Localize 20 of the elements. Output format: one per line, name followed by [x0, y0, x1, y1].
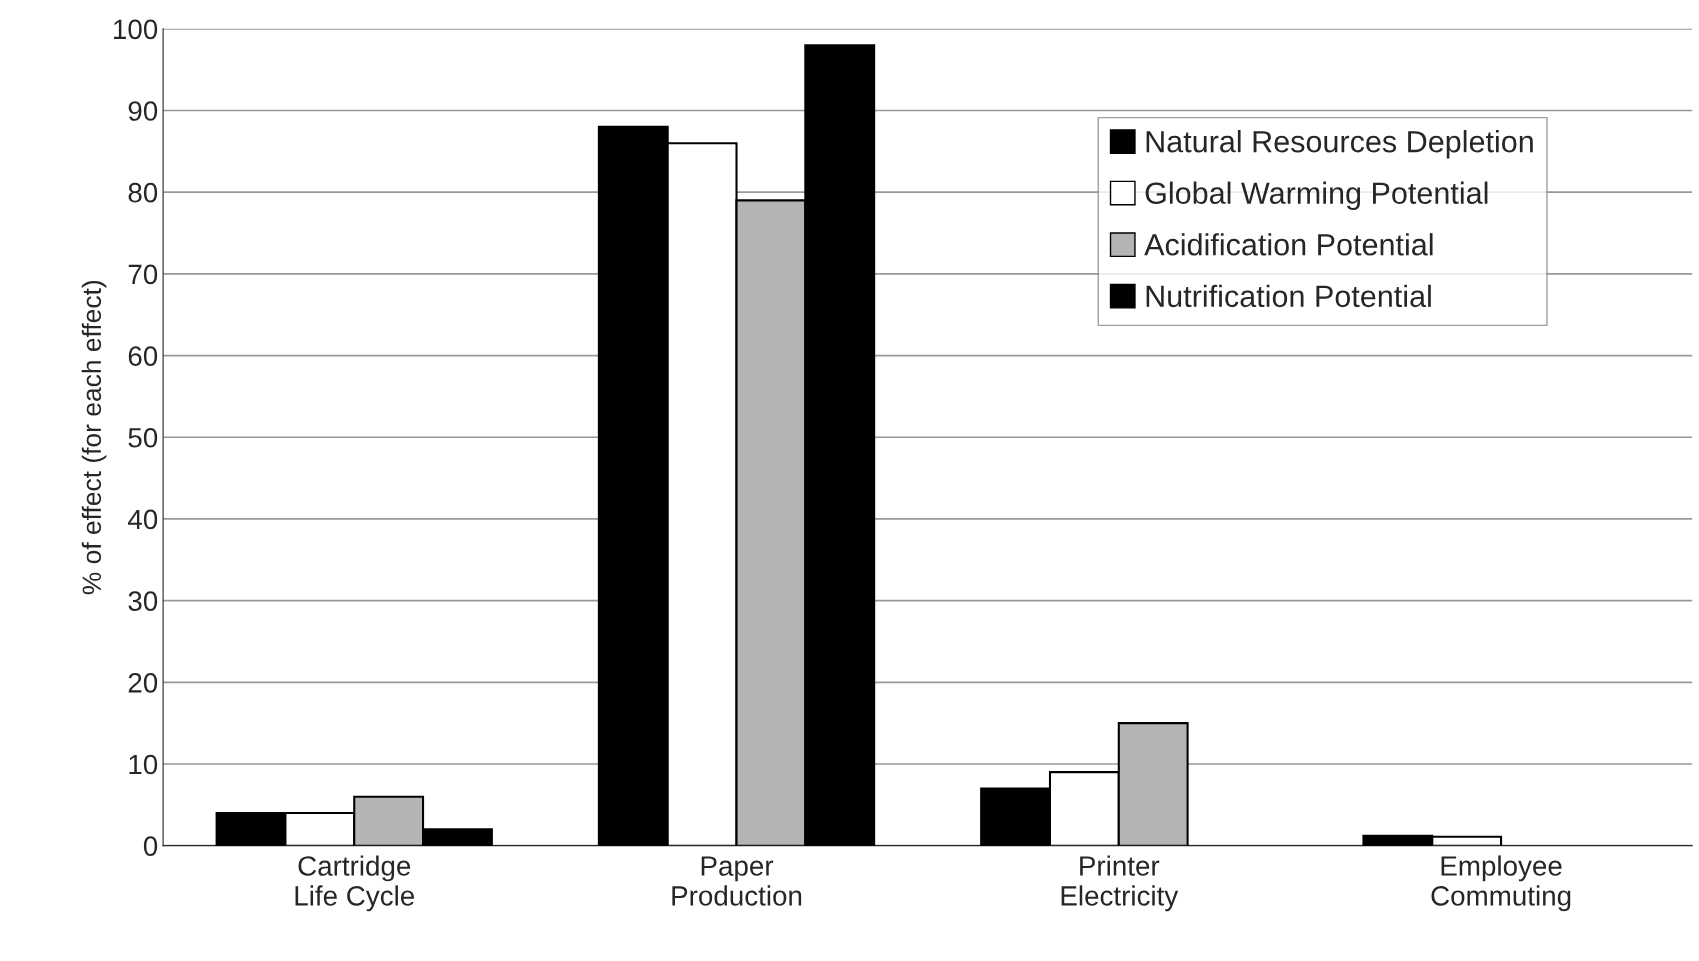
x-tick-label: Cartridge Life Cycle — [295, 855, 414, 912]
legend-label: Nutrification Potential — [1146, 284, 1431, 308]
y-tick-label: 70 — [128, 264, 158, 285]
y-tick-label: 100 — [114, 19, 158, 40]
y-tick-label: 50 — [128, 427, 158, 448]
legend-label: Global Warming Potential — [1145, 181, 1488, 211]
y-tick-label: 20 — [128, 672, 158, 693]
legend-label: Natural Resources Depletion — [1146, 130, 1533, 159]
legend-label: Acidification Potential — [1144, 233, 1433, 256]
y-tick-label: 80 — [128, 182, 158, 203]
y-tick-label: 0 — [143, 836, 158, 857]
y-tick-label: 90 — [128, 101, 158, 121]
y-tick-label: 40 — [127, 509, 158, 530]
x-tick-label: Employee Commuting — [1431, 855, 1571, 912]
y-tick-label: 30 — [128, 591, 158, 611]
x-tick-label: Printer Electricity — [1061, 855, 1179, 912]
y-tick-label: 60 — [128, 346, 158, 366]
y-axis-title: % of effect (for each effect) — [81, 280, 107, 595]
x-tick-label: Paper Production — [672, 856, 802, 906]
y-tick-label: 10 — [129, 754, 158, 775]
